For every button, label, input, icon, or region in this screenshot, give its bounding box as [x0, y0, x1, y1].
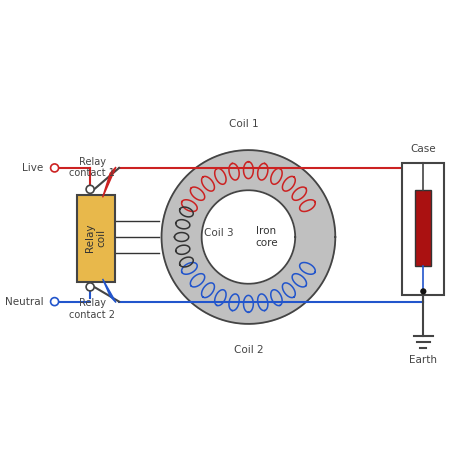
Circle shape	[86, 283, 94, 291]
Circle shape	[201, 190, 295, 284]
Circle shape	[86, 185, 94, 193]
Bar	[415, 190, 431, 266]
Text: Neutral: Neutral	[5, 297, 44, 307]
Text: Live: Live	[22, 163, 44, 173]
Text: Earth: Earth	[410, 355, 438, 365]
Text: Relay
contact 1: Relay contact 1	[69, 156, 115, 178]
Text: Coil 3: Coil 3	[204, 228, 234, 237]
Text: Iron
core: Iron core	[255, 226, 278, 248]
Text: Relay
contact 2: Relay contact 2	[69, 298, 115, 319]
Polygon shape	[102, 167, 116, 197]
Bar	[77, 195, 115, 282]
Circle shape	[162, 150, 335, 324]
Text: Coil 1: Coil 1	[229, 118, 259, 129]
Circle shape	[51, 164, 59, 172]
Polygon shape	[102, 279, 116, 302]
Text: Coil 2: Coil 2	[234, 345, 263, 356]
Bar	[402, 164, 445, 295]
Circle shape	[420, 288, 427, 294]
Text: Relay
coil: Relay coil	[85, 224, 107, 252]
Circle shape	[51, 298, 59, 306]
Text: Case: Case	[410, 144, 436, 154]
